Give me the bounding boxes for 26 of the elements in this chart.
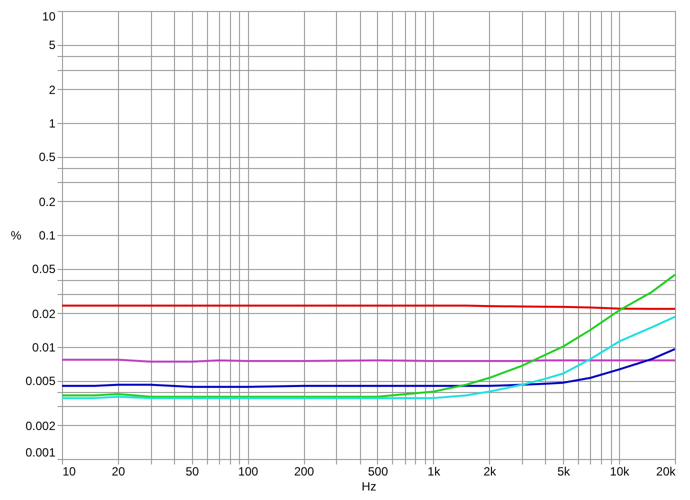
x-tick-label: 10 bbox=[62, 464, 76, 478]
y-tick-label: 0.02 bbox=[32, 306, 56, 321]
x-tick-label: 1k bbox=[428, 464, 442, 478]
y-tick-label: 0.001 bbox=[25, 446, 56, 460]
x-tick-label: 2k bbox=[483, 464, 498, 478]
y-tick-label: 0.002 bbox=[25, 418, 56, 433]
y-axis-title: % bbox=[10, 228, 22, 242]
x-tick-label: 100 bbox=[238, 464, 259, 478]
y-tick-label: 0.05 bbox=[32, 262, 56, 276]
x-tick-label: 200 bbox=[294, 464, 314, 478]
x-tick-label: 50 bbox=[186, 464, 200, 478]
y-tick-label: 0.5 bbox=[38, 150, 56, 164]
x-tick-label: 20k bbox=[656, 464, 676, 478]
x-tick-label: 5k bbox=[557, 464, 572, 478]
x-tick-label: 500 bbox=[368, 464, 388, 478]
x-tick-label: 10k bbox=[610, 464, 630, 478]
x-tick-label: 20 bbox=[112, 464, 126, 478]
y-tick-label: 0.01 bbox=[32, 340, 56, 354]
y-tick-label: 0.1 bbox=[38, 228, 56, 242]
x-axis-title: Hz bbox=[362, 480, 376, 494]
y-tick-label: 10 bbox=[42, 10, 56, 24]
y-tick-label: 0.005 bbox=[25, 374, 56, 388]
y-tick-label: 2 bbox=[48, 82, 56, 97]
y-tick-label: 1 bbox=[48, 116, 56, 130]
y-tick-label: 0.2 bbox=[38, 194, 56, 209]
y-tick-label: 5 bbox=[48, 38, 56, 52]
